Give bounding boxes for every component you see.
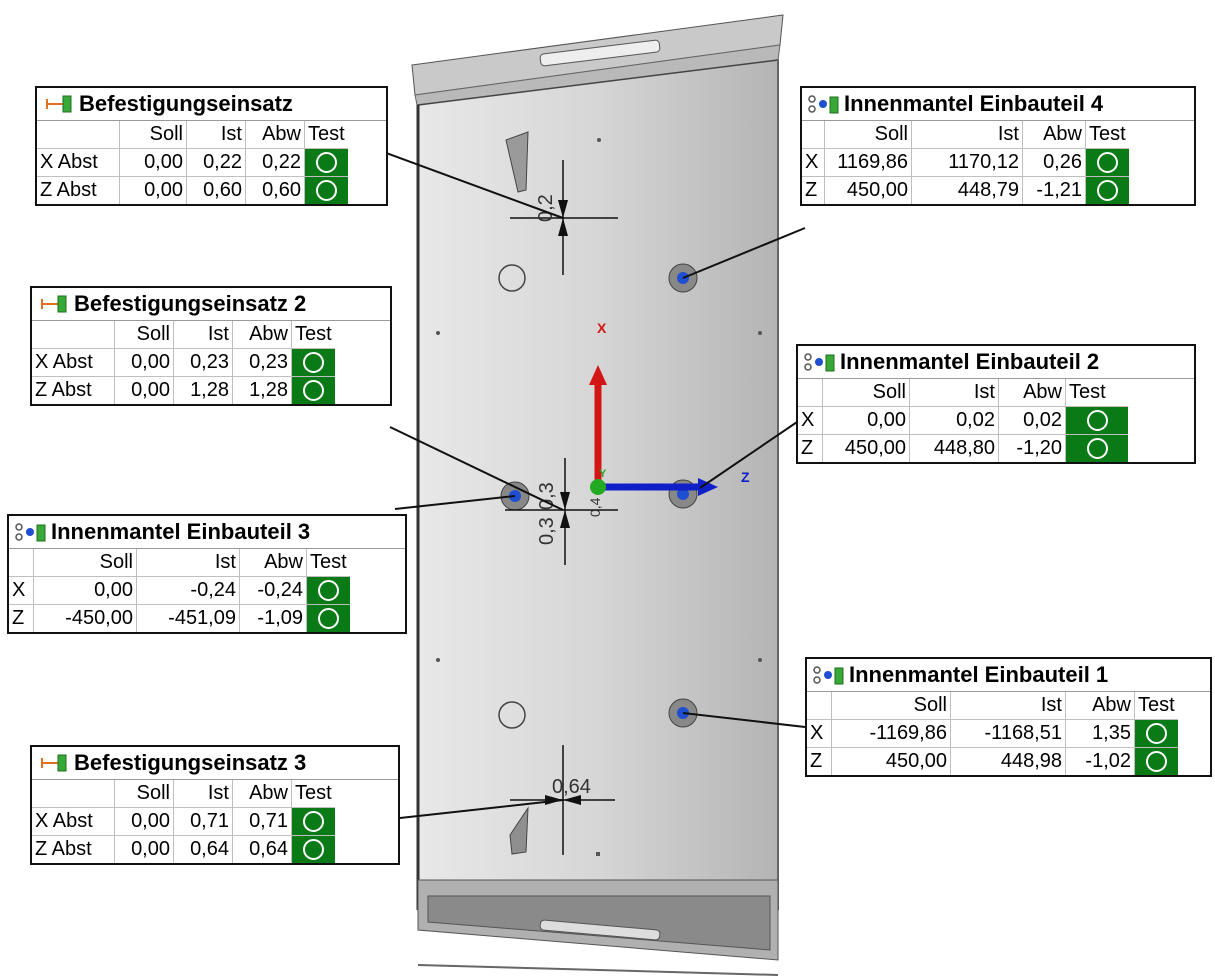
pass-indicator-icon <box>302 839 324 861</box>
point-position-icon <box>808 95 839 114</box>
pass-indicator-icon <box>1096 180 1118 202</box>
callout-befestigungseinsatz-2[interactable]: Befestigungseinsatz 2 Soll Ist Abw Test X A… <box>30 286 392 406</box>
point-position-icon <box>804 353 835 372</box>
dimension-label: 0,4 <box>587 497 603 517</box>
dimension-label: 0,64 <box>552 776 591 798</box>
pass-indicator-icon <box>317 580 339 602</box>
dimension-label: 0,2 <box>535 194 557 222</box>
deviation-table: Soll Ist Abw Test X -1169,86 -1168,51 1,35 Z 45… <box>807 692 1178 775</box>
callout-befestigungseinsatz-3[interactable]: Befestigungseinsatz 3 Soll Ist Abw Test X A… <box>30 745 400 865</box>
deviation-table: Soll Ist Abw Test X Abst 0,00 0,23 0,23 Z Abst… <box>32 321 335 404</box>
pass-indicator-icon <box>315 180 337 202</box>
point-position-icon <box>15 523 46 542</box>
table-row: X Abst 0,00 0,22 0,22 <box>37 148 348 177</box>
pass-indicator-icon <box>302 811 324 833</box>
coordinate-axes: X Z Y <box>589 320 750 496</box>
callout-title: Befestigungseinsatz <box>37 88 386 121</box>
table-row: Z Abst 0,00 0,64 0,64 <box>32 835 335 863</box>
pass-indicator-icon <box>1086 438 1108 460</box>
table-row: X 0,00 -0,24 -0,24 <box>9 576 350 605</box>
callout-title: Innenmantel Einbauteil 1 <box>807 659 1210 692</box>
callout-innenmantel-einbauteil-4[interactable]: Innenmantel Einbauteil 4 Soll Ist Abw Test … <box>800 86 1196 206</box>
table-row: X -1169,86 -1168,51 1,35 <box>807 719 1178 748</box>
point-position-icon <box>813 666 844 685</box>
table-row: X 0,00 0,02 0,02 <box>798 406 1128 435</box>
table-row: Z 450,00 448,98 -1,02 <box>807 747 1178 775</box>
origin-marker[interactable] <box>590 479 606 495</box>
pass-indicator-icon <box>1145 723 1167 745</box>
x-axis-label: X <box>597 320 607 336</box>
table-row: X 1169,86 1170,12 0,26 <box>802 148 1129 177</box>
deviation-table: Soll Ist Abw Test X Abst 0,00 0,22 0,22 Z Abst… <box>37 121 348 204</box>
distance-gauge-icon <box>41 295 67 313</box>
distance-gauge-icon <box>41 754 67 772</box>
table-row: Z -450,00 -451,09 -1,09 <box>9 604 350 632</box>
distance-gauge-icon <box>46 95 72 113</box>
pass-indicator-icon <box>302 380 324 402</box>
deviation-table: Soll Ist Abw Test X 1169,86 1170,12 0,26 Z 450,… <box>802 121 1129 204</box>
dimension-label: 0,3 <box>536 482 558 510</box>
pass-indicator-icon <box>1096 152 1118 174</box>
y-axis-label: Y <box>599 468 607 480</box>
pass-indicator-icon <box>315 152 337 174</box>
z-axis-label: Z <box>741 469 750 485</box>
callout-title: Innenmantel Einbauteil 2 <box>798 346 1194 379</box>
table-row: Z 450,00 448,79 -1,21 <box>802 176 1129 204</box>
deviation-table: Soll Ist Abw Test X Abst 0,00 0,71 0,71 Z Abst… <box>32 780 335 863</box>
pass-indicator-icon <box>302 352 324 374</box>
table-row: X Abst 0,00 0,71 0,71 <box>32 807 335 836</box>
panel <box>411 14 784 976</box>
callout-befestigungseinsatz[interactable]: Befestigungseinsatz Soll Ist Abw Test X Abs… <box>35 86 388 206</box>
callout-title: Befestigungseinsatz 3 <box>32 747 398 780</box>
pass-indicator-icon <box>317 608 339 630</box>
callout-title: Befestigungseinsatz 2 <box>32 288 390 321</box>
callout-innenmantel-einbauteil-1[interactable]: Innenmantel Einbauteil 1 Soll Ist Abw Test … <box>805 657 1212 777</box>
callout-title: Innenmantel Einbauteil 4 <box>802 88 1194 121</box>
table-row: X Abst 0,00 0,23 0,23 <box>32 348 335 377</box>
deviation-table: Soll Ist Abw Test X 0,00 0,02 0,02 Z 450,00 448,… <box>798 379 1128 462</box>
table-row: Z Abst 0,00 0,60 0,60 <box>37 176 348 204</box>
dimension-label: 0,3 <box>536 517 558 545</box>
dimension-marker[interactable]: 0,2 <box>510 160 618 275</box>
pass-indicator-icon <box>1086 410 1108 432</box>
deviation-table: Soll Ist Abw Test X 0,00 -0,24 -0,24 Z -450,00-… <box>9 549 350 632</box>
pass-indicator-icon <box>1145 751 1167 773</box>
callout-innenmantel-einbauteil-2[interactable]: Innenmantel Einbauteil 2 Soll Ist Abw Test … <box>796 344 1196 464</box>
leader-lines <box>377 149 806 819</box>
table-row: Z Abst 0,00 1,28 1,28 <box>32 376 335 404</box>
callout-title: Innenmantel Einbauteil 3 <box>9 516 405 549</box>
table-row: Z 450,00 448,80 -1,20 <box>798 434 1128 462</box>
callout-innenmantel-einbauteil-3[interactable]: Innenmantel Einbauteil 3 Soll Ist Abw Test … <box>7 514 407 634</box>
